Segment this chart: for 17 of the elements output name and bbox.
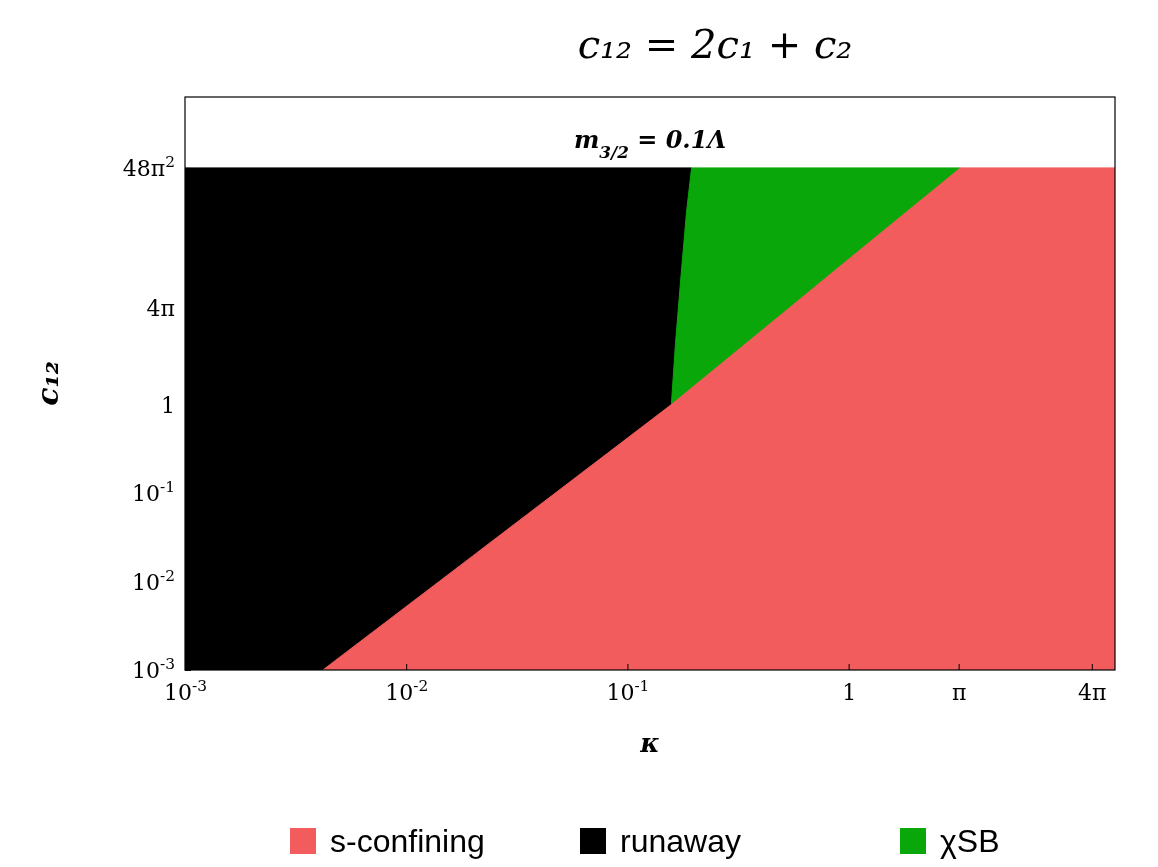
y-tick-label: 48π$^{2}$	[122, 153, 175, 182]
legend-label: s-confining	[330, 823, 485, 859]
y-axis-title: c₁₂	[30, 361, 65, 406]
x-tick-label: 10$^{-1}$	[606, 677, 650, 705]
y-tick-label: 10$^{-2}$	[132, 566, 175, 595]
annotation: m$_{3/2}$ = 0.1Λ	[573, 125, 727, 162]
y-tick-label: 1	[161, 392, 175, 418]
legend-label: runaway	[620, 823, 741, 859]
legend-label: χSB	[940, 823, 1000, 859]
chart-title: c₁₂ = 2c₁ + c₂	[577, 21, 853, 67]
x-tick-label: 1	[842, 680, 857, 705]
x-tick-label: 4π	[1078, 680, 1107, 705]
x-tick-label: π	[951, 680, 967, 705]
x-axis-title: κ	[639, 728, 660, 758]
y-tick-label: 10$^{-1}$	[132, 478, 175, 507]
x-tick-label: 10$^{-2}$	[385, 677, 429, 705]
y-tick-label: 4π	[146, 295, 175, 321]
